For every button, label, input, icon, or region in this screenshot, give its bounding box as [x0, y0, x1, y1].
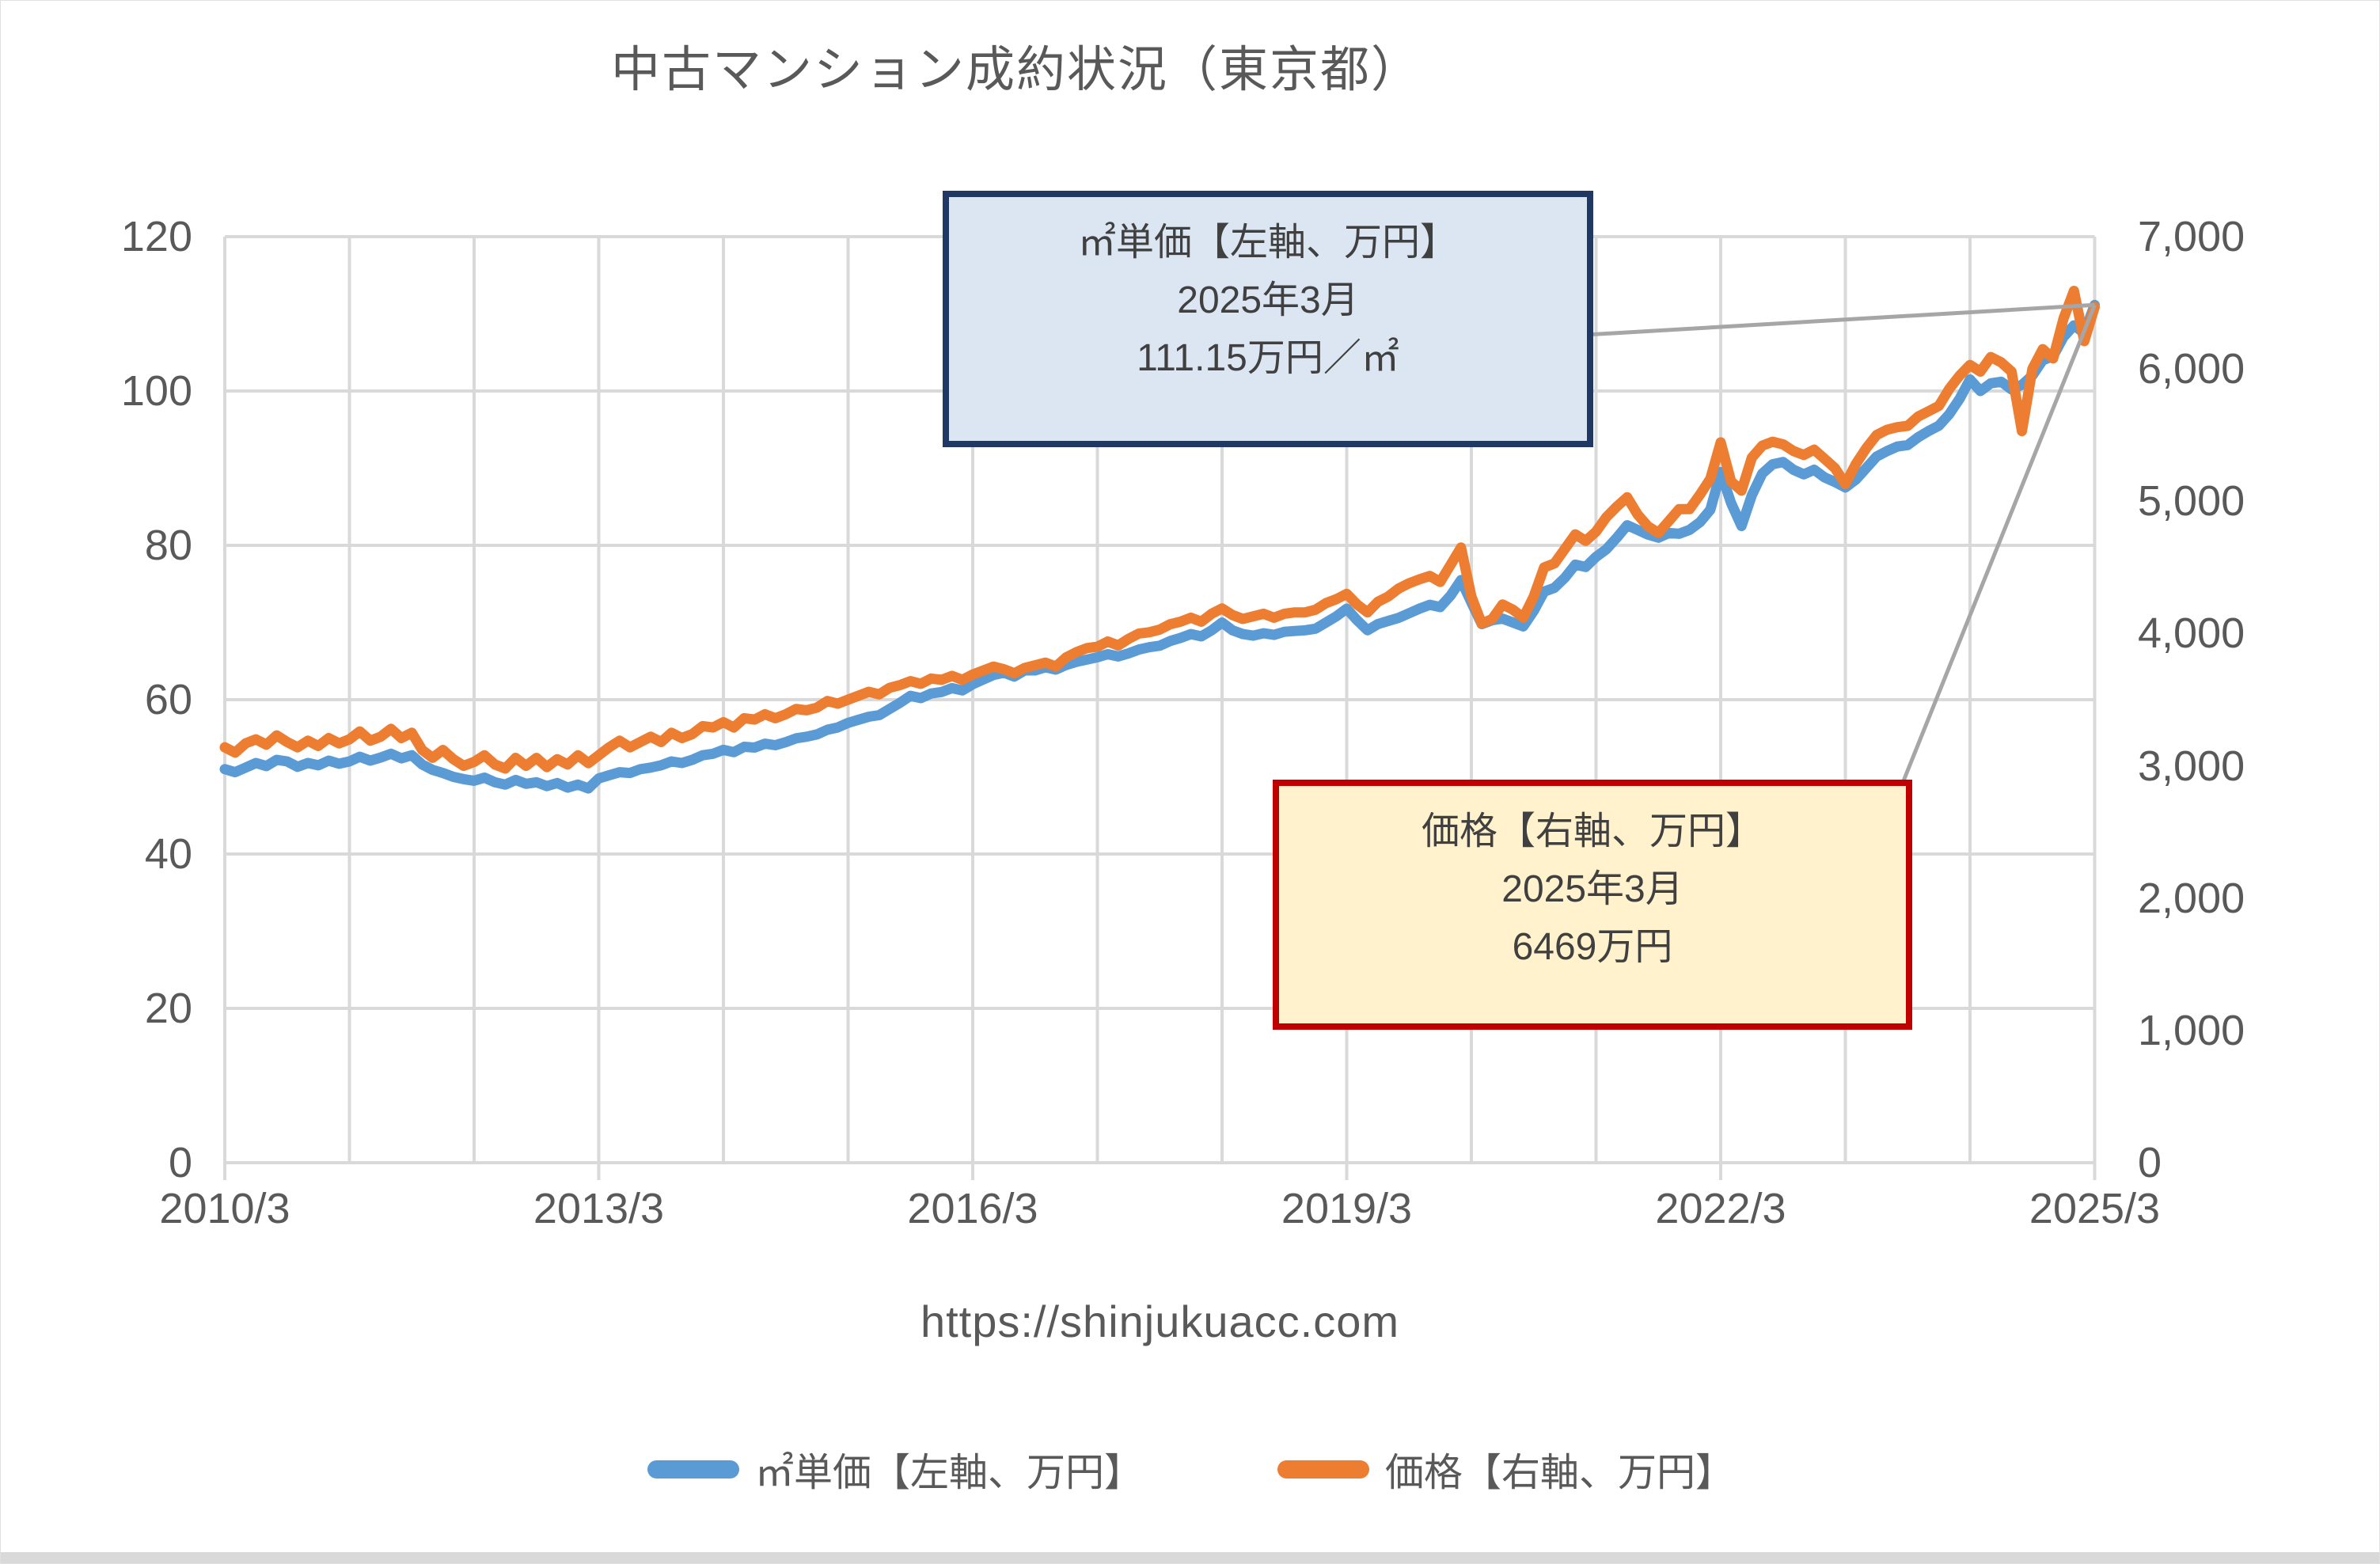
- callout-line-price: [1900, 304, 2097, 784]
- annotation-price-value: 6469万円: [1512, 925, 1673, 968]
- right-axis-tick: 0: [2138, 1139, 2162, 1186]
- annotation-unit-price-value: 111.15万円／㎡: [1137, 336, 1399, 379]
- left-axis-tick: 0: [168, 1139, 192, 1186]
- annotation-price-title: 価格【右軸、万円】: [1421, 810, 1763, 852]
- x-axis-tick: 2013/3: [533, 1185, 665, 1232]
- callout-line-unit-price: [1592, 302, 2095, 336]
- annotation-price-date: 2025年3月: [1501, 867, 1683, 910]
- right-axis-tick: 3,000: [2138, 742, 2245, 790]
- right-axis-tick: 7,000: [2138, 213, 2245, 260]
- x-axis-tick: 2016/3: [907, 1185, 1038, 1232]
- legend-swatch-price-line: [1277, 1460, 1369, 1479]
- legend-swatch-unit-price-line: [647, 1460, 739, 1479]
- right-axis-tick: 1,000: [2138, 1006, 2245, 1054]
- left-axis-tick: 20: [144, 985, 192, 1032]
- x-axis-tick: 2010/3: [159, 1185, 290, 1232]
- annotation-price-box: 価格【右軸、万円】 2025年3月 6469万円: [1273, 780, 1912, 1030]
- left-axis-tick: 40: [144, 830, 192, 878]
- annotation-unit-price-date: 2025年3月: [1177, 279, 1359, 321]
- right-axis-tick: 4,000: [2138, 609, 2245, 658]
- left-axis-tick: 60: [144, 676, 192, 723]
- left-axis-tick: 100: [120, 367, 192, 415]
- annotation-unit-price-box: ㎡単価【左軸、万円】 2025年3月 111.15万円／㎡: [943, 191, 1593, 447]
- left-axis-tick: 80: [144, 522, 192, 569]
- x-axis-tick: 2025/3: [2029, 1185, 2161, 1232]
- x-axis-tick: 2019/3: [1281, 1185, 1413, 1232]
- legend-label-price: 価格【右軸、万円】: [1385, 1451, 1735, 1494]
- series-price-line: [219, 286, 2100, 774]
- legend-item-unit-price: ㎡単価【左軸、万円】: [647, 1441, 1143, 1498]
- right-axis-tick: 5,000: [2138, 477, 2245, 526]
- annotation-unit-price-title: ㎡単価【左軸、万円】: [1077, 222, 1458, 264]
- url-caption: https://shinjukuacc.com: [920, 1296, 1400, 1346]
- left-axis-tick: 120: [120, 213, 192, 260]
- window-bottom-edge: [1, 1552, 2379, 1563]
- legend-label-unit-price: ㎡単価【左軸、万円】: [754, 1451, 1143, 1494]
- right-axis-tick: 2,000: [2138, 874, 2245, 922]
- series-unit-price-line: [219, 299, 2100, 794]
- legend: ㎡単価【左軸、万円】 価格【右軸、万円】: [1, 1441, 2379, 1498]
- page-title: 中古マンション成約状況（東京都）: [610, 43, 1422, 97]
- right-axis-tick: 6,000: [2138, 345, 2245, 393]
- legend-item-price: 価格【右軸、万円】: [1277, 1441, 1734, 1498]
- x-axis-tick: 2022/3: [1655, 1185, 1786, 1232]
